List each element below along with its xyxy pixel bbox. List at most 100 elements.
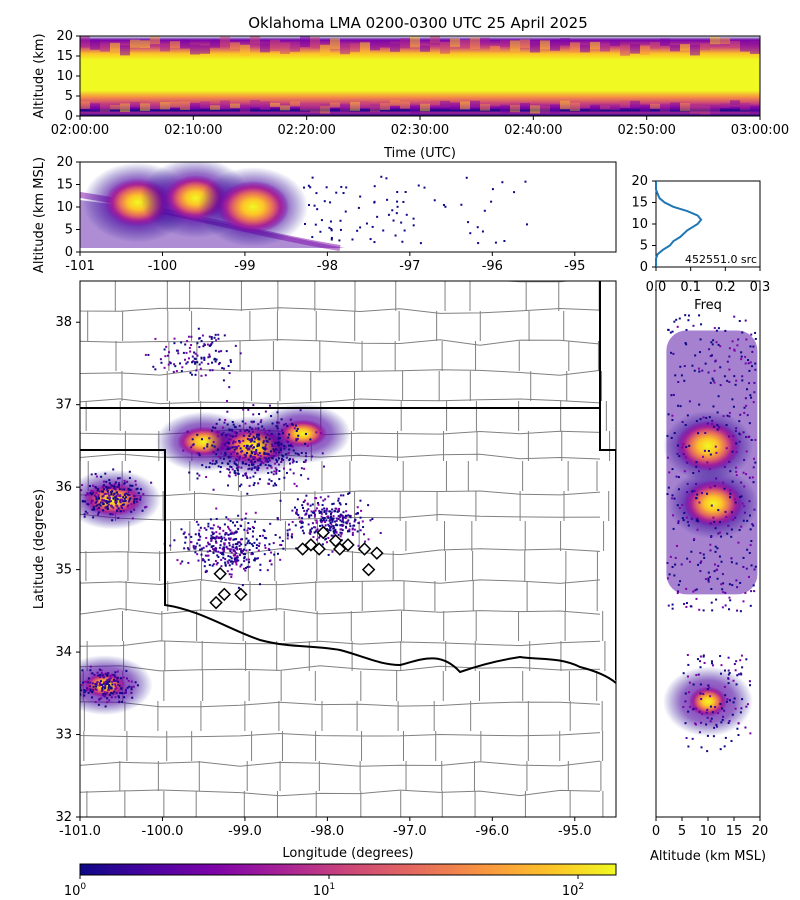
plan-source xyxy=(252,413,255,416)
plan-source xyxy=(101,495,104,498)
plan-source xyxy=(94,495,97,498)
plan-source xyxy=(255,546,258,549)
plan-source xyxy=(222,546,225,549)
plan-source xyxy=(276,517,279,520)
plan-source xyxy=(102,503,105,506)
alt-lat-source xyxy=(718,521,721,524)
time-height-streak xyxy=(680,44,690,51)
plan-source xyxy=(105,682,108,685)
plan-source xyxy=(320,512,323,515)
plan-source xyxy=(360,509,363,512)
alt-lat-source xyxy=(752,345,755,348)
plan-source xyxy=(318,535,321,538)
plan-source xyxy=(224,533,227,536)
plan-xtick-label-0: -101.0 xyxy=(59,824,101,839)
alt-lat-source xyxy=(720,560,723,563)
lon-alt-ytick-label-3: 15 xyxy=(56,178,73,193)
plan-source xyxy=(224,434,227,437)
plan-source xyxy=(329,513,332,516)
plan-source xyxy=(203,358,206,361)
alt-lat-source xyxy=(685,343,688,346)
plan-source xyxy=(110,696,113,699)
alt-lat-source xyxy=(681,446,684,449)
plan-source xyxy=(291,445,294,448)
plan-source xyxy=(196,342,199,345)
alt-lat-source xyxy=(700,323,703,326)
plan-source xyxy=(218,536,221,539)
plan-source xyxy=(216,448,219,451)
alt-lat-source xyxy=(673,432,676,435)
plan-source xyxy=(320,511,323,514)
plan-source xyxy=(87,503,90,506)
plan-source xyxy=(320,521,323,524)
plan-source xyxy=(97,495,100,498)
alt-lat-source xyxy=(736,674,739,677)
plan-source xyxy=(108,678,111,681)
plan-source xyxy=(301,521,304,524)
plan-source xyxy=(217,556,220,559)
alt-lat-source xyxy=(747,359,750,362)
plan-source xyxy=(129,497,132,500)
plan-source xyxy=(279,451,282,454)
plan-source xyxy=(269,464,272,467)
alt-lat-xtick-label-2: 10 xyxy=(700,824,717,839)
time-height-streak xyxy=(490,45,500,53)
county-line-h xyxy=(80,640,601,647)
alt-lat-source xyxy=(735,442,738,445)
plan-source xyxy=(166,354,169,357)
alt-lat-source xyxy=(743,406,746,409)
plan-source xyxy=(340,539,343,542)
plan-source xyxy=(232,549,235,552)
plan-source xyxy=(107,503,110,506)
alt-lat-source xyxy=(680,374,683,377)
alt-lat-panel: 0 5 10 15 20 Altitude (km MSL) xyxy=(650,280,768,864)
plan-source xyxy=(217,337,220,340)
plan-source xyxy=(294,524,297,527)
plan-source xyxy=(219,466,222,469)
lon-alt-xtick-label-3: -98 xyxy=(317,259,338,274)
alt-lat-source xyxy=(691,708,694,711)
plan-source xyxy=(221,547,224,550)
plan-source xyxy=(212,548,215,551)
plan-source xyxy=(305,494,308,497)
plan-source xyxy=(113,680,116,683)
time-height-xtick-label-6: 03:00:00 xyxy=(731,123,789,138)
plan-source xyxy=(356,506,359,509)
plan-source xyxy=(230,568,233,571)
plan-source xyxy=(341,529,344,532)
plan-source xyxy=(236,555,239,558)
plan-source xyxy=(294,452,297,455)
time-height-ytick-label-2: 10 xyxy=(56,69,73,84)
plan-source xyxy=(277,457,280,460)
alt-lat-source xyxy=(691,490,694,493)
plan-source xyxy=(218,350,221,353)
plan-source xyxy=(323,509,326,512)
plan-source xyxy=(275,468,278,471)
plan-source xyxy=(144,353,147,356)
alt-lat-source xyxy=(674,563,677,566)
lon-alt-source xyxy=(460,203,463,206)
alt-lat-source xyxy=(671,565,674,568)
plan-source xyxy=(248,426,251,429)
alt-lat-source xyxy=(713,369,716,372)
alt-lat-source xyxy=(710,504,713,507)
plan-source xyxy=(267,457,270,460)
plan-source xyxy=(239,429,242,432)
time-height-streak xyxy=(390,100,400,106)
plan-source xyxy=(109,677,112,680)
plan-source xyxy=(106,490,109,493)
plan-ylabel-0: 32 xyxy=(55,810,72,825)
plan-source xyxy=(213,445,216,448)
plan-xtick-label-5: -96.0 xyxy=(475,824,509,839)
time-height-streak xyxy=(280,105,290,111)
plan-source xyxy=(293,427,296,430)
plan-source xyxy=(210,537,213,540)
plan-source xyxy=(250,460,253,463)
lon-alt-xtick-label-6: -95 xyxy=(564,259,585,274)
plan-source xyxy=(251,439,254,442)
plan-source xyxy=(319,519,322,522)
lma-station-5 xyxy=(361,562,376,577)
alt-lat-source xyxy=(750,540,753,543)
plan-source xyxy=(111,673,114,676)
lon-alt-xtick-label-2: -99 xyxy=(234,259,255,274)
